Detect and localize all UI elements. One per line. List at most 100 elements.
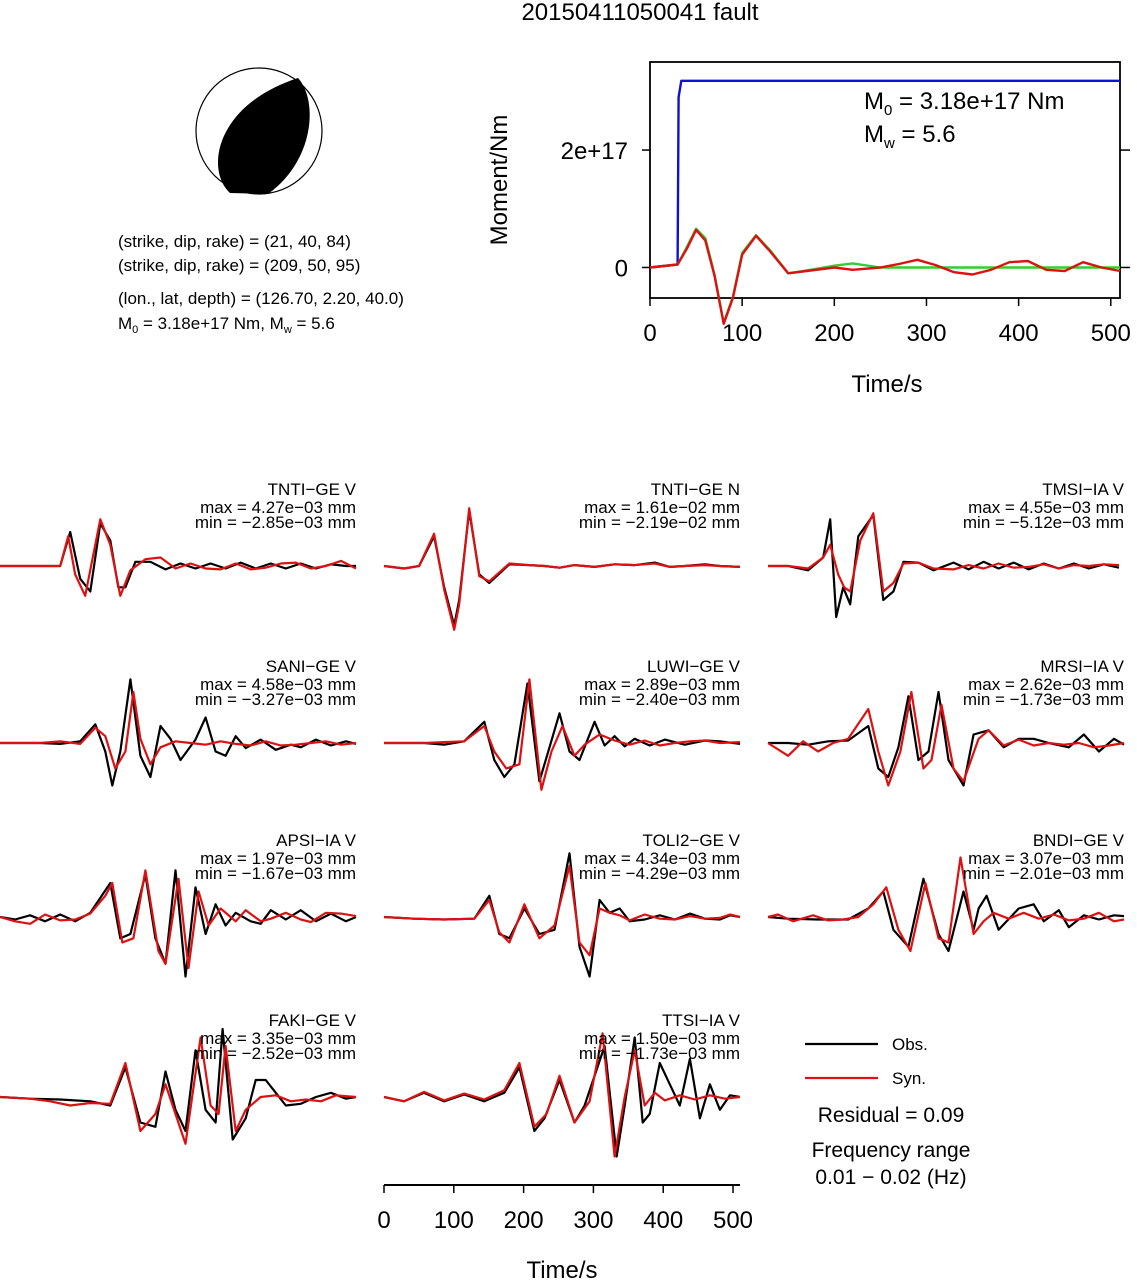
synthetic-waveform <box>384 678 741 791</box>
moment-y-tick-label: 2e+17 <box>561 138 628 165</box>
magnitude-label: M0 = 3.18e+17 Nm, Mw = 5.6 <box>118 314 335 336</box>
station-min: min = −2.01e−03 mm <box>963 864 1124 883</box>
moment-x-tick-label: 100 <box>722 320 762 347</box>
station-name: FAKI−GE V <box>269 1011 357 1030</box>
synthetic-waveform <box>767 856 1125 953</box>
station-name: BNDI−GE V <box>1033 831 1125 850</box>
residual-label: Residual = 0.09 <box>818 1104 965 1127</box>
nodal-plane-1-label: (strike, dip, rake) = (21, 40, 84) <box>118 232 351 251</box>
station-min: min = −3.27e−03 mm <box>195 690 356 709</box>
station-min: min = −2.40e−03 mm <box>579 690 740 709</box>
observed-waveform <box>768 690 1125 787</box>
location-label: (lon., lat, depth) = (126.70, 2.20, 40.0… <box>118 289 404 308</box>
moment-x-tick-label: 400 <box>999 320 1039 347</box>
legend-obs-label: Obs. <box>892 1035 928 1054</box>
observed-waveform <box>767 877 1125 953</box>
waveform-x-tick-label: 0 <box>377 1207 390 1234</box>
synthetic-waveform <box>0 690 357 770</box>
moment-series-red <box>649 228 1121 325</box>
station-max: max = 3.07e−03 mm <box>968 849 1124 868</box>
waveform-x-tick-label: 300 <box>573 1207 613 1234</box>
station-max: max = 4.58e−03 mm <box>200 675 356 694</box>
synthetic-waveform <box>383 1032 741 1158</box>
station-max: max = 1.50e−03 mm <box>584 1029 740 1048</box>
synthetic-waveform <box>383 507 741 631</box>
station-min: min = −2.85e−03 mm <box>195 513 356 532</box>
station-name: TMSI−IA V <box>1042 480 1124 499</box>
legend: Obs. Syn. <box>805 1035 928 1088</box>
station-min: min = −2.19e−02 mm <box>579 513 740 532</box>
moment-x-axis-label: Time/s <box>851 371 922 398</box>
station-name: TNTI−GE V <box>268 480 357 499</box>
waveform-x-tick-label: 500 <box>713 1207 753 1234</box>
station-name: TTSI−IA V <box>662 1011 741 1030</box>
station-name: APSI−IA V <box>276 831 357 850</box>
station-max: max = 4.55e−03 mm <box>968 498 1124 517</box>
station-min: min = −1.73e−03 mm <box>963 690 1124 709</box>
waveform-x-tick-label: 400 <box>643 1207 683 1234</box>
station-name: LUWI−GE V <box>647 657 741 676</box>
station-min: min = −1.67e−03 mm <box>195 864 356 883</box>
observed-waveform <box>0 678 357 787</box>
station-max: max = 1.61e−02 mm <box>584 498 740 517</box>
synthetic-waveform <box>0 518 357 597</box>
observed-waveform <box>383 852 741 978</box>
waveform-time-axis: Time/s 0 100 200 300 400 500 <box>377 1184 753 1281</box>
station-min: min = −2.52e−03 mm <box>195 1044 356 1063</box>
station-min: min = −1.73e−03 mm <box>579 1044 740 1063</box>
observed-waveform <box>0 522 356 593</box>
station-max: max = 4.27e−03 mm <box>200 498 356 517</box>
station-min: min = −5.12e−03 mm <box>963 513 1124 532</box>
synthetic-waveform <box>767 690 1125 787</box>
synthetic-waveform <box>0 869 357 970</box>
moment-y-tick-label: 0 <box>615 255 628 282</box>
moment-plot-frame <box>649 61 1121 299</box>
station-max: max = 2.89e−03 mm <box>584 675 740 694</box>
moment-x-tick-label: 300 <box>906 320 946 347</box>
station-max: max = 3.35e−03 mm <box>200 1029 356 1048</box>
beachball-compressional-quadrant <box>217 78 310 194</box>
frequency-range-label: Frequency range <box>812 1139 971 1162</box>
synthetic-waveform <box>768 512 1120 593</box>
station-name: TOLI2−GE V <box>643 831 741 850</box>
moment-x-tick-label: 500 <box>1091 320 1131 347</box>
moment-x-tick-label: 200 <box>814 320 854 347</box>
synthetic-waveform <box>0 1036 357 1145</box>
moment-x-tick-label: 0 <box>643 320 656 347</box>
station-max: max = 4.34e−03 mm <box>584 849 740 868</box>
waveform-x-axis-label: Time/s <box>526 1257 597 1281</box>
nodal-plane-2-label: (strike, dip, rake) = (209, 50, 95) <box>118 256 360 275</box>
legend-syn-label: Syn. <box>892 1069 926 1088</box>
observed-waveform <box>384 682 741 783</box>
station-name: TNTI−GE N <box>651 480 740 499</box>
beachball-diagram <box>195 67 323 195</box>
figure-title: 20150411050041 fault <box>521 0 758 26</box>
station-name: MRSI−IA V <box>1040 657 1124 676</box>
station-min: min = −4.29e−03 mm <box>579 864 740 883</box>
moment-m0-annotation: M0 = 3.18e+17 Nm <box>864 88 1064 119</box>
station-max: max = 2.62e−03 mm <box>968 675 1124 694</box>
station-max: max = 1.97e−03 mm <box>200 849 356 868</box>
moment-y-axis-label: Moment/Nm <box>486 115 513 246</box>
waveform-x-tick-label: 200 <box>504 1207 544 1234</box>
moment-plot: Moment/Nm Time/s M0 = 3.18e+17 Nm Mw = 5… <box>486 61 1131 398</box>
moment-mw-annotation: Mw = 5.6 <box>864 121 956 152</box>
synthetic-waveform <box>383 864 741 957</box>
observed-waveform <box>383 1036 741 1158</box>
frequency-range-value: 0.01 − 0.02 (Hz) <box>815 1166 966 1189</box>
station-name: SANI−GE V <box>266 657 357 676</box>
waveform-x-tick-label: 100 <box>434 1207 474 1234</box>
